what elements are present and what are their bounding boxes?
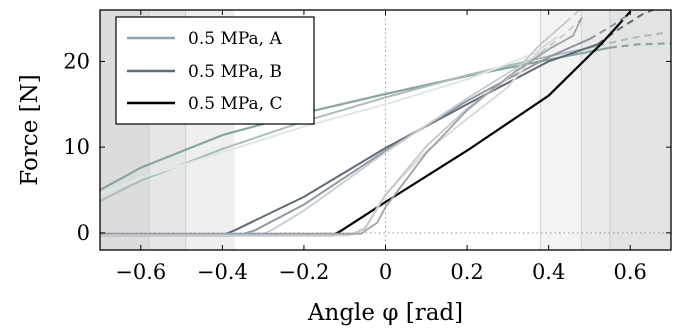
legend-label-c: 0.5 MPa, C	[188, 94, 282, 114]
y-tick-label: 0	[77, 221, 90, 245]
axis-ticks: −0.6 −0.4 −0.2 0 0.2 0.4 0.6 0 10 20	[63, 10, 671, 284]
x-tick-label: −0.4	[197, 260, 248, 284]
x-axis-label: Angle φ [rad]	[307, 300, 463, 326]
y-tick-label: 10	[63, 135, 90, 159]
legend: 0.5 MPa, A 0.5 MPa, B 0.5 MPa, C	[115, 16, 315, 125]
x-tick-label: 0.2	[450, 260, 483, 284]
x-tick-label: 0	[379, 260, 392, 284]
series-line-2	[100, 43, 558, 196]
series-line-4-extrapolated	[588, 12, 631, 40]
series-line-9	[100, 17, 583, 235]
x-tick-label: 0.6	[614, 260, 647, 284]
series-line-0-5-mpa-a	[100, 46, 611, 192]
series-line-5-extrapolated	[539, 14, 586, 54]
series-lines	[100, 10, 671, 237]
series-line-8-extrapolated	[564, 10, 581, 24]
x-tick-label: −0.6	[115, 260, 166, 284]
x-tick-label: 0.4	[532, 260, 565, 284]
x-tick-label: −0.2	[278, 260, 329, 284]
y-tick-label: 20	[63, 49, 90, 73]
shaded-region-5	[609, 10, 671, 250]
legend-label-a: 0.5 MPa, A	[188, 29, 282, 49]
series-line-8	[100, 22, 566, 236]
series-line-0-5-mpa-a-extrapolated	[609, 42, 671, 49]
legend-label-b: 0.5 MPa, B	[188, 62, 282, 82]
y-axis-label: Force [N]	[17, 74, 43, 185]
